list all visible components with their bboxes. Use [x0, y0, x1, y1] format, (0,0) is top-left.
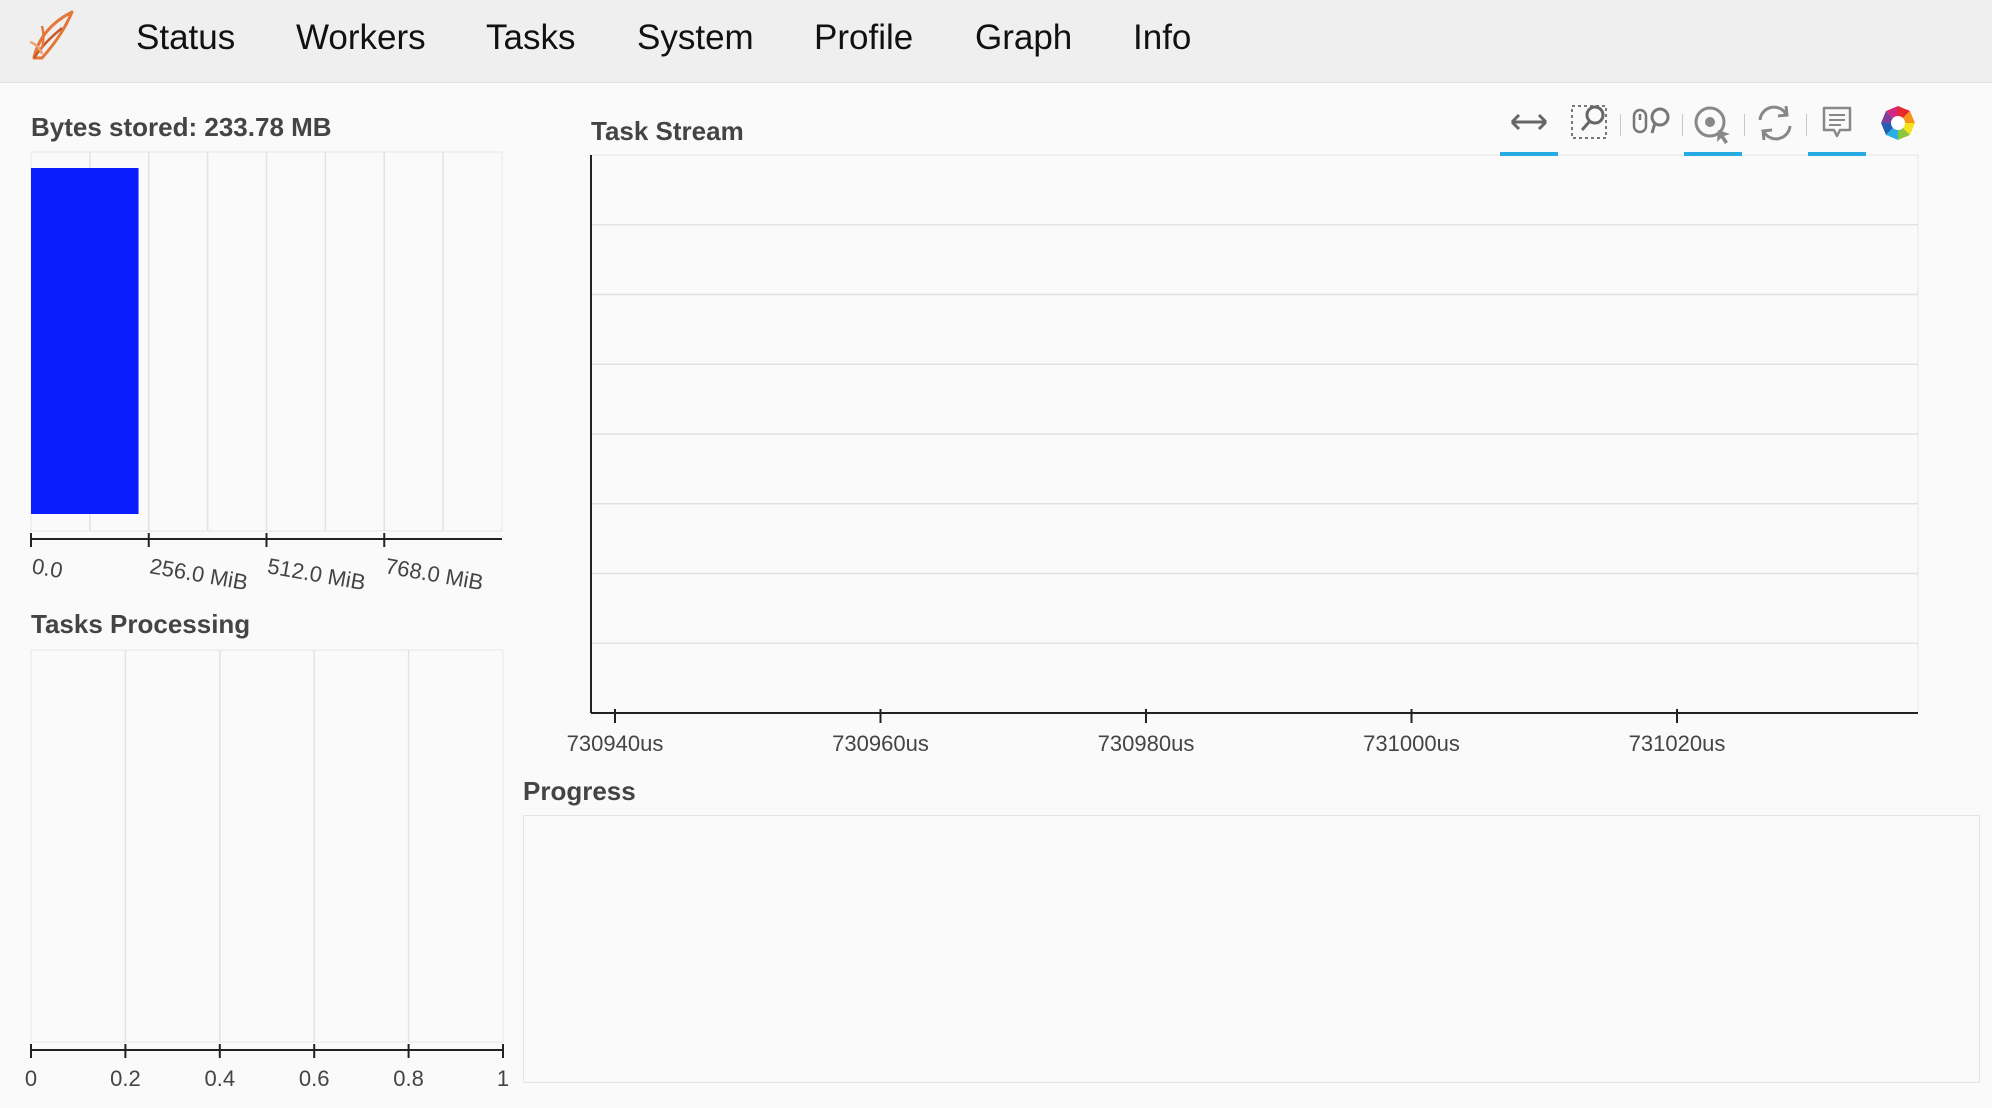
- tap-tool[interactable]: [1684, 98, 1742, 156]
- x-tick-label: 730940us: [567, 731, 664, 756]
- nav-workers[interactable]: Workers: [296, 18, 426, 57]
- toolbar-separator: [1744, 114, 1745, 136]
- nav-info[interactable]: Info: [1133, 18, 1192, 57]
- x-tick-label: 730980us: [1098, 731, 1195, 756]
- wheel-zoom-tool[interactable]: [1624, 98, 1682, 156]
- pan-tool-active-indicator: [1500, 152, 1558, 156]
- bytes-stored-bar: [31, 168, 139, 514]
- tap-icon: [1694, 106, 1730, 144]
- dask-logo-icon[interactable]: [28, 8, 78, 64]
- pan-tool[interactable]: [1500, 98, 1558, 156]
- nav-tasks[interactable]: Tasks: [486, 18, 576, 57]
- x-tick-label: 0: [25, 1066, 37, 1091]
- x-tick-label: 256.0 MiB: [148, 553, 250, 595]
- processing-plot-area: [30, 649, 504, 1043]
- x-tick-label: 731020us: [1629, 731, 1726, 756]
- x-tick-label: 0.0: [30, 553, 64, 583]
- nav-system[interactable]: System: [637, 18, 754, 57]
- bytes-stored-title: Bytes stored: 233.78 MB: [31, 112, 332, 142]
- x-tick-label: 0.8: [393, 1066, 424, 1091]
- nav-profile[interactable]: Profile: [814, 18, 914, 57]
- tasks-processing-title: Tasks Processing: [31, 609, 251, 639]
- x-tick-label: 512.0 MiB: [266, 553, 368, 595]
- tasks-processing-chart[interactable]: 0 0.2 0.4 0.6 0.8 1: [24, 648, 514, 1108]
- task-stream-title: Task Stream: [591, 116, 744, 146]
- progress-chart[interactable]: [523, 815, 1980, 1083]
- toolbar-separator: [1682, 114, 1683, 136]
- task-stream-chart[interactable]: 730940us 730960us 730980us 731000us 731020us: [567, 152, 1926, 772]
- reset-tool[interactable]: [1746, 98, 1804, 156]
- box-zoom-icon: [1571, 105, 1607, 139]
- reset-icon: [1758, 105, 1792, 141]
- horizontal-pan-icon: [1510, 113, 1548, 131]
- navbar: Status Workers Tasks System Profile Grap…: [0, 0, 1992, 83]
- x-tick-label: 0.6: [299, 1066, 330, 1091]
- bokeh-logo-icon: [1881, 106, 1915, 140]
- x-tick-label: 1: [497, 1066, 509, 1091]
- hover-icon: [1822, 106, 1852, 138]
- bytes-stored-chart[interactable]: 0.0 256.0 MiB 512.0 MiB 768.0 MiB: [24, 150, 504, 595]
- tap-tool-active-indicator: [1684, 152, 1742, 156]
- bokeh-logo-link[interactable]: [1870, 98, 1928, 156]
- box-zoom-tool[interactable]: [1562, 98, 1620, 156]
- wheel-zoom-icon: [1632, 107, 1670, 134]
- x-tick-label: 0.4: [205, 1066, 236, 1091]
- toolbar-separator: [1620, 114, 1621, 136]
- x-tick-label: 0.2: [110, 1066, 141, 1091]
- hover-tool[interactable]: [1808, 98, 1866, 156]
- x-tick-label: 731000us: [1363, 731, 1460, 756]
- nav-graph[interactable]: Graph: [975, 18, 1073, 57]
- hover-tool-active-indicator: [1808, 152, 1866, 156]
- nav-status[interactable]: Status: [136, 18, 236, 57]
- toolbar-separator: [1806, 114, 1807, 136]
- progress-title: Progress: [523, 776, 636, 806]
- x-tick-label: 730960us: [832, 731, 929, 756]
- x-tick-label: 768.0 MiB: [383, 553, 485, 595]
